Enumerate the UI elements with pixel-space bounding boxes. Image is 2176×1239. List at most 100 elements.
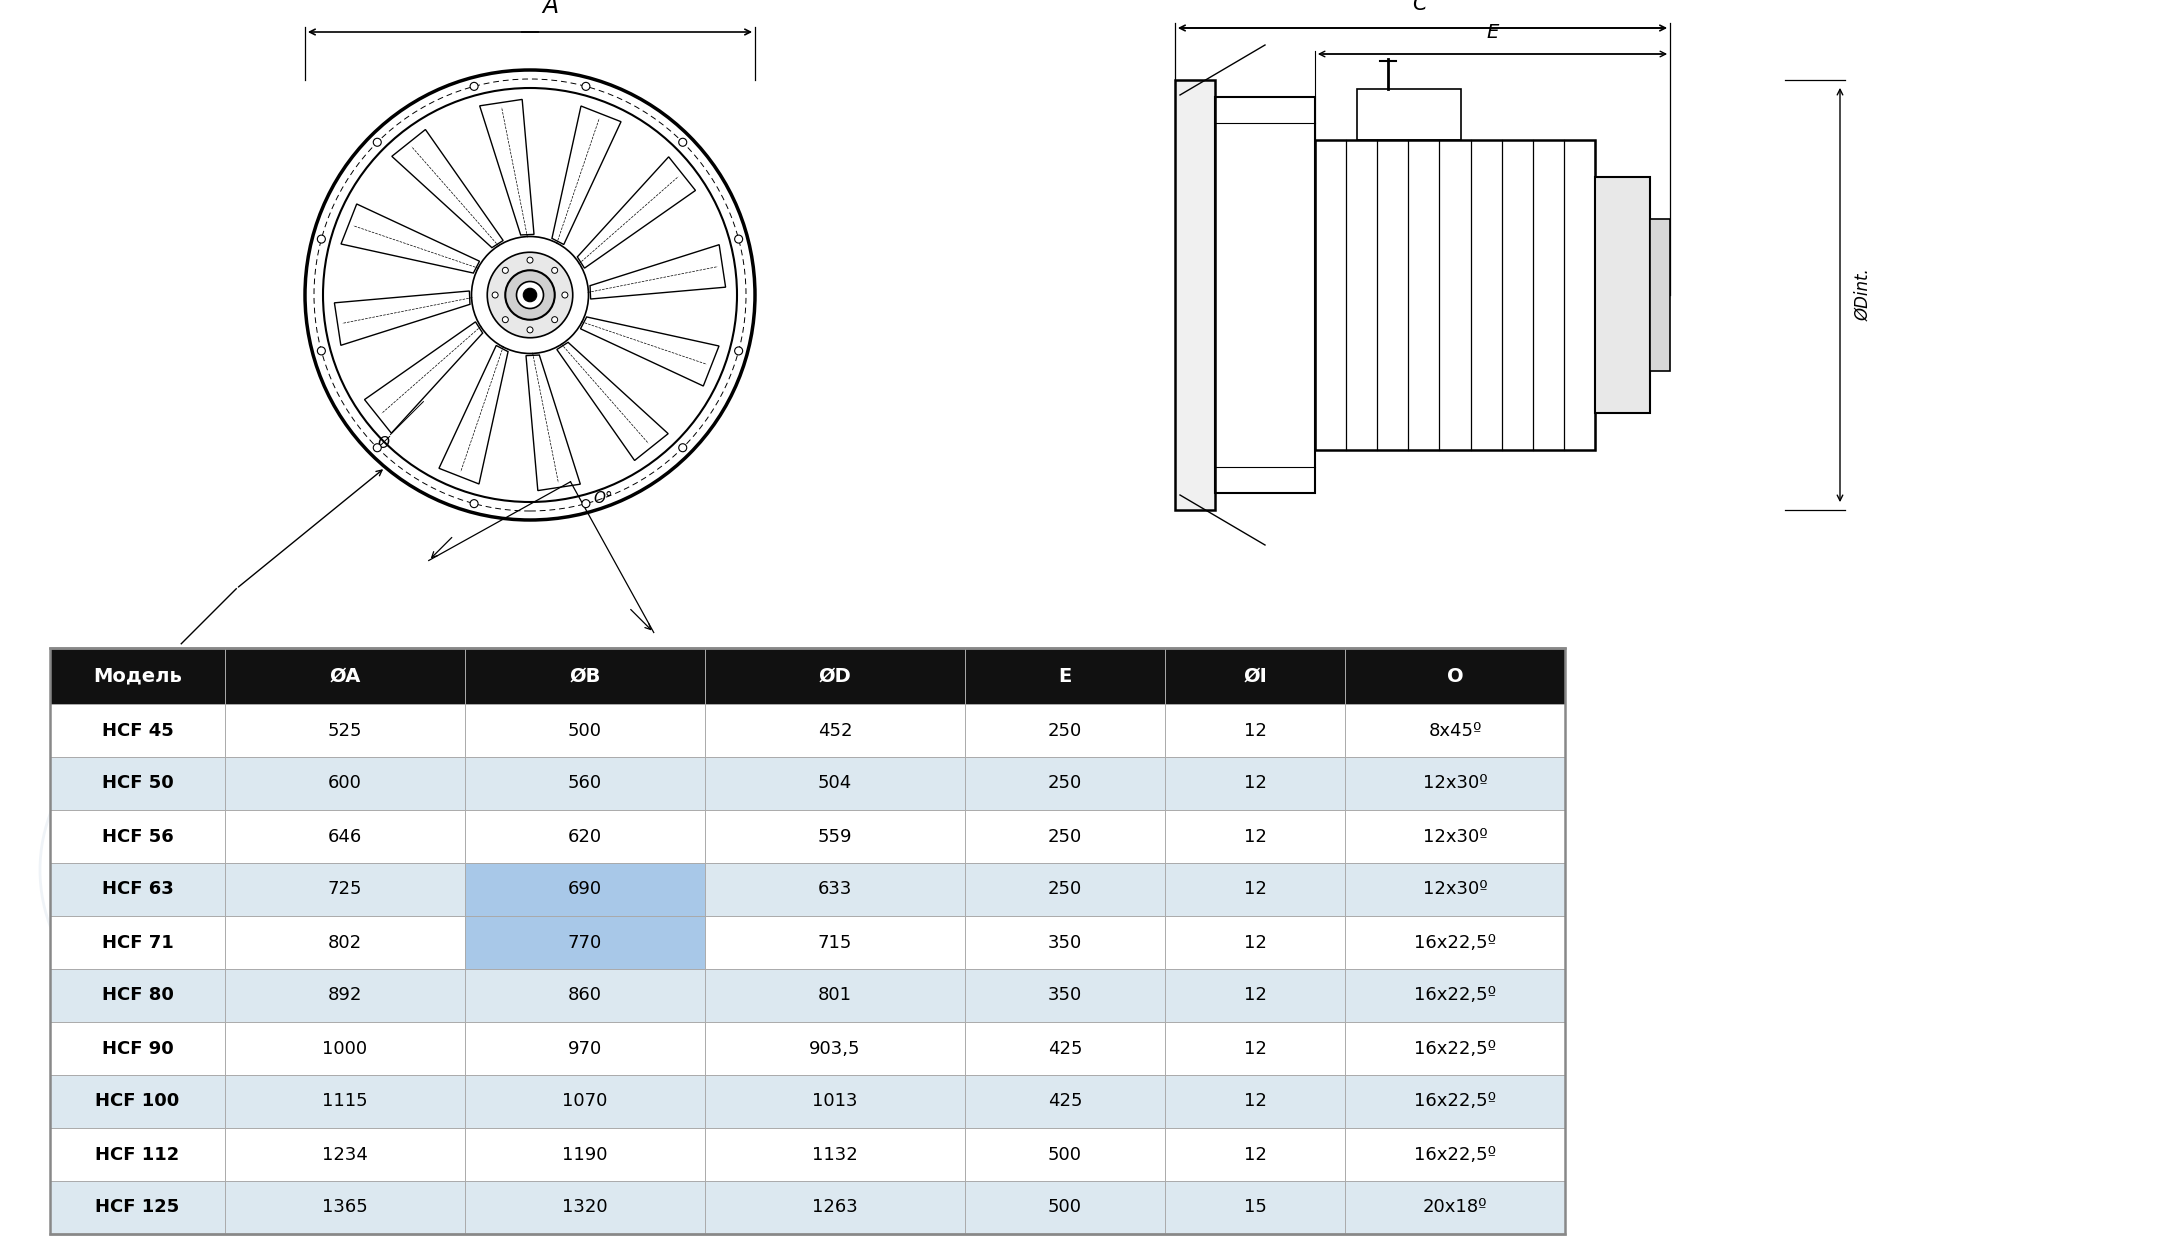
Text: 970: 970 (568, 1040, 603, 1058)
Bar (50, 1075, 1565, 1127)
Circle shape (522, 289, 537, 302)
Bar (50, 916, 1565, 969)
Text: 15: 15 (1242, 1198, 1266, 1217)
Text: HCF 100: HCF 100 (96, 1093, 181, 1110)
Text: 16x22,5º: 16x22,5º (1414, 1146, 1497, 1163)
Circle shape (735, 347, 742, 354)
Text: 16x22,5º: 16x22,5º (1414, 933, 1497, 952)
Circle shape (505, 270, 555, 320)
Text: A: A (542, 0, 557, 19)
Circle shape (527, 327, 533, 333)
Text: 559: 559 (818, 828, 853, 845)
Text: 500: 500 (1049, 1198, 1081, 1217)
Text: ØB: ØB (163, 649, 189, 667)
Bar (1175, 81, 1214, 510)
Text: 770: 770 (568, 933, 603, 952)
Text: 1115: 1115 (322, 1093, 368, 1110)
Circle shape (735, 235, 742, 243)
Text: 425: 425 (1049, 1093, 1081, 1110)
Text: 801: 801 (818, 986, 853, 1005)
Text: 725: 725 (329, 881, 361, 898)
Bar (1358, 89, 1460, 140)
Text: 8x45º: 8x45º (1427, 721, 1482, 740)
Text: 20x18º: 20x18º (1423, 1198, 1488, 1217)
Text: 1263: 1263 (812, 1198, 857, 1217)
Text: 250: 250 (1049, 828, 1081, 845)
Text: 452: 452 (818, 721, 853, 740)
Text: 250: 250 (1049, 721, 1081, 740)
Bar (50, 648, 1565, 704)
Text: 16x22,5º: 16x22,5º (1414, 986, 1497, 1005)
Text: HCF 125: HCF 125 (96, 1198, 181, 1217)
Ellipse shape (52, 813, 194, 886)
Text: HCF 56: HCF 56 (102, 828, 174, 845)
Text: 1234: 1234 (322, 1146, 368, 1163)
Text: 903,5: 903,5 (809, 1040, 862, 1058)
Text: 425: 425 (1049, 1040, 1081, 1058)
Circle shape (679, 139, 688, 146)
Text: Модель: Модель (94, 667, 183, 685)
Text: 12x30º: 12x30º (1423, 774, 1488, 793)
Circle shape (492, 292, 498, 299)
Text: 12: 12 (1242, 933, 1266, 952)
Text: 350: 350 (1049, 933, 1081, 952)
Circle shape (553, 268, 557, 274)
Bar (50, 969, 1565, 1022)
Circle shape (374, 444, 381, 452)
Text: E: E (1486, 24, 1499, 42)
Text: 1190: 1190 (561, 1146, 607, 1163)
Ellipse shape (165, 892, 276, 1004)
Circle shape (581, 82, 590, 90)
Text: O: O (1447, 667, 1462, 685)
Text: ØI: ØI (1242, 667, 1266, 685)
Text: 12: 12 (1242, 1146, 1266, 1163)
Text: 12: 12 (1242, 774, 1266, 793)
Text: 350: 350 (1049, 986, 1081, 1005)
Text: 1365: 1365 (322, 1198, 368, 1217)
Text: HCF 63: HCF 63 (102, 881, 174, 898)
Circle shape (318, 235, 326, 243)
Text: 12: 12 (1242, 721, 1266, 740)
Text: 1132: 1132 (812, 1146, 857, 1163)
Text: 500: 500 (1049, 1146, 1081, 1163)
Text: 715: 715 (818, 933, 853, 952)
Circle shape (581, 499, 590, 508)
Circle shape (503, 268, 509, 274)
Text: 12x30º: 12x30º (1423, 828, 1488, 845)
Text: 12: 12 (1242, 881, 1266, 898)
Text: 12x30º: 12x30º (1423, 881, 1488, 898)
Text: 860: 860 (568, 986, 603, 1005)
Text: 525: 525 (329, 721, 361, 740)
Bar (50, 1022, 1565, 1075)
Text: 16x22,5º: 16x22,5º (1414, 1093, 1497, 1110)
Text: HCF 112: HCF 112 (96, 1146, 181, 1163)
Text: HCF 45: HCF 45 (102, 721, 174, 740)
Text: 16x22,5º: 16x22,5º (1414, 1040, 1497, 1058)
Text: ØD: ØD (818, 667, 851, 685)
Ellipse shape (220, 743, 292, 883)
Bar (1595, 177, 1649, 413)
Text: Ø: Ø (376, 436, 390, 451)
Circle shape (470, 499, 479, 508)
Text: 1000: 1000 (322, 1040, 368, 1058)
Text: 802: 802 (329, 933, 361, 952)
Text: HCF 80: HCF 80 (102, 986, 174, 1005)
Bar (50, 757, 1565, 810)
Text: 500: 500 (568, 721, 603, 740)
Circle shape (679, 444, 688, 452)
Text: ØDint.: ØDint. (1854, 269, 1871, 321)
Bar (1214, 97, 1314, 493)
Text: 690: 690 (568, 881, 603, 898)
Bar (1314, 140, 1595, 450)
Bar (50, 1127, 1565, 1181)
Text: 12: 12 (1242, 828, 1266, 845)
Bar (50, 1181, 1565, 1234)
Bar (50, 704, 1565, 757)
Text: 1070: 1070 (561, 1093, 607, 1110)
Text: 1320: 1320 (561, 1198, 607, 1217)
Bar (466, 916, 705, 969)
Text: O°: O° (594, 491, 614, 506)
Text: 504: 504 (818, 774, 853, 793)
Text: 633: 633 (818, 881, 853, 898)
Circle shape (487, 253, 572, 338)
